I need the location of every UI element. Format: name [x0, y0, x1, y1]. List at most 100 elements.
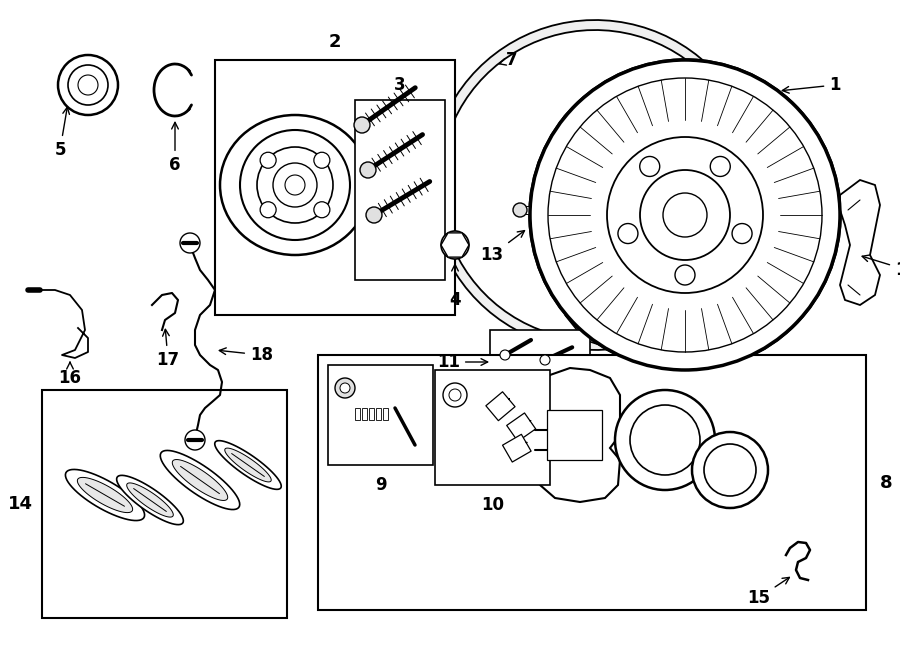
- Bar: [42, 390, 287, 618]
- Circle shape: [58, 55, 118, 115]
- Bar: [383, 408, 388, 420]
- Text: 10: 10: [481, 496, 504, 514]
- Bar: [565, 206, 571, 214]
- Text: 7: 7: [500, 51, 518, 69]
- Bar: [525, 206, 531, 214]
- Text: 18: 18: [220, 346, 273, 364]
- Polygon shape: [77, 477, 132, 512]
- Circle shape: [449, 389, 461, 401]
- Ellipse shape: [220, 115, 370, 255]
- Circle shape: [732, 224, 752, 244]
- Circle shape: [615, 390, 715, 490]
- Bar: [573, 206, 579, 214]
- Circle shape: [561, 111, 589, 139]
- Polygon shape: [441, 233, 469, 257]
- Circle shape: [640, 156, 660, 177]
- Bar: [533, 206, 539, 214]
- Circle shape: [240, 130, 350, 240]
- Polygon shape: [215, 441, 282, 489]
- Circle shape: [663, 193, 707, 237]
- Circle shape: [710, 156, 730, 177]
- Bar: [547, 410, 602, 460]
- Circle shape: [663, 193, 707, 237]
- Circle shape: [68, 65, 108, 105]
- Circle shape: [441, 231, 469, 259]
- Circle shape: [360, 162, 376, 178]
- Circle shape: [607, 137, 763, 293]
- Polygon shape: [127, 483, 174, 517]
- Bar: [328, 365, 433, 465]
- Circle shape: [340, 383, 350, 393]
- Circle shape: [630, 405, 700, 475]
- Bar: [541, 206, 547, 214]
- Circle shape: [675, 265, 695, 285]
- Circle shape: [513, 203, 527, 217]
- Polygon shape: [66, 469, 145, 520]
- Circle shape: [273, 163, 317, 207]
- Circle shape: [704, 444, 756, 496]
- Text: 12: 12: [862, 255, 900, 279]
- Circle shape: [640, 170, 730, 260]
- Circle shape: [618, 224, 638, 244]
- Polygon shape: [117, 475, 184, 525]
- Circle shape: [530, 60, 840, 370]
- Text: 5: 5: [54, 107, 69, 159]
- Polygon shape: [840, 180, 880, 305]
- FancyArrowPatch shape: [502, 434, 531, 462]
- Circle shape: [618, 224, 638, 244]
- Text: 1: 1: [782, 76, 841, 94]
- Bar: [490, 330, 590, 395]
- Circle shape: [448, 238, 462, 252]
- Circle shape: [607, 137, 763, 293]
- FancyArrowPatch shape: [507, 413, 536, 442]
- Bar: [362, 408, 367, 420]
- Circle shape: [540, 355, 550, 365]
- Circle shape: [366, 207, 382, 223]
- Circle shape: [692, 432, 768, 508]
- Text: 13: 13: [481, 230, 525, 264]
- Circle shape: [260, 152, 276, 168]
- Circle shape: [354, 117, 370, 133]
- Circle shape: [78, 75, 98, 95]
- Circle shape: [548, 78, 822, 352]
- Polygon shape: [225, 448, 271, 482]
- Text: 4: 4: [449, 264, 461, 309]
- Text: 17: 17: [157, 329, 180, 369]
- Circle shape: [260, 202, 276, 218]
- Bar: [355, 100, 445, 280]
- Circle shape: [710, 156, 730, 177]
- Circle shape: [285, 175, 305, 195]
- Text: 9: 9: [374, 476, 386, 494]
- Bar: [215, 60, 455, 315]
- Polygon shape: [160, 450, 239, 510]
- Text: 16: 16: [58, 362, 82, 387]
- Bar: [376, 408, 381, 420]
- Circle shape: [443, 383, 467, 407]
- Polygon shape: [540, 215, 590, 285]
- Bar: [318, 355, 866, 610]
- Circle shape: [180, 233, 200, 253]
- Circle shape: [732, 224, 752, 244]
- Circle shape: [500, 350, 510, 360]
- Circle shape: [185, 430, 205, 450]
- Text: 14: 14: [7, 495, 32, 513]
- Text: 11: 11: [437, 353, 488, 371]
- Circle shape: [640, 156, 660, 177]
- Text: 2: 2: [328, 33, 341, 51]
- Circle shape: [530, 60, 840, 370]
- Polygon shape: [430, 20, 750, 350]
- Bar: [369, 408, 374, 420]
- Text: 8: 8: [879, 473, 892, 491]
- Circle shape: [548, 78, 822, 352]
- Circle shape: [335, 378, 355, 398]
- Polygon shape: [172, 459, 228, 500]
- Bar: [355, 408, 360, 420]
- Text: 15: 15: [747, 577, 789, 607]
- Bar: [435, 370, 550, 485]
- Circle shape: [314, 202, 330, 218]
- Polygon shape: [565, 310, 630, 350]
- Circle shape: [314, 152, 330, 168]
- Polygon shape: [535, 368, 620, 502]
- FancyArrowPatch shape: [486, 392, 515, 420]
- Bar: [557, 206, 563, 214]
